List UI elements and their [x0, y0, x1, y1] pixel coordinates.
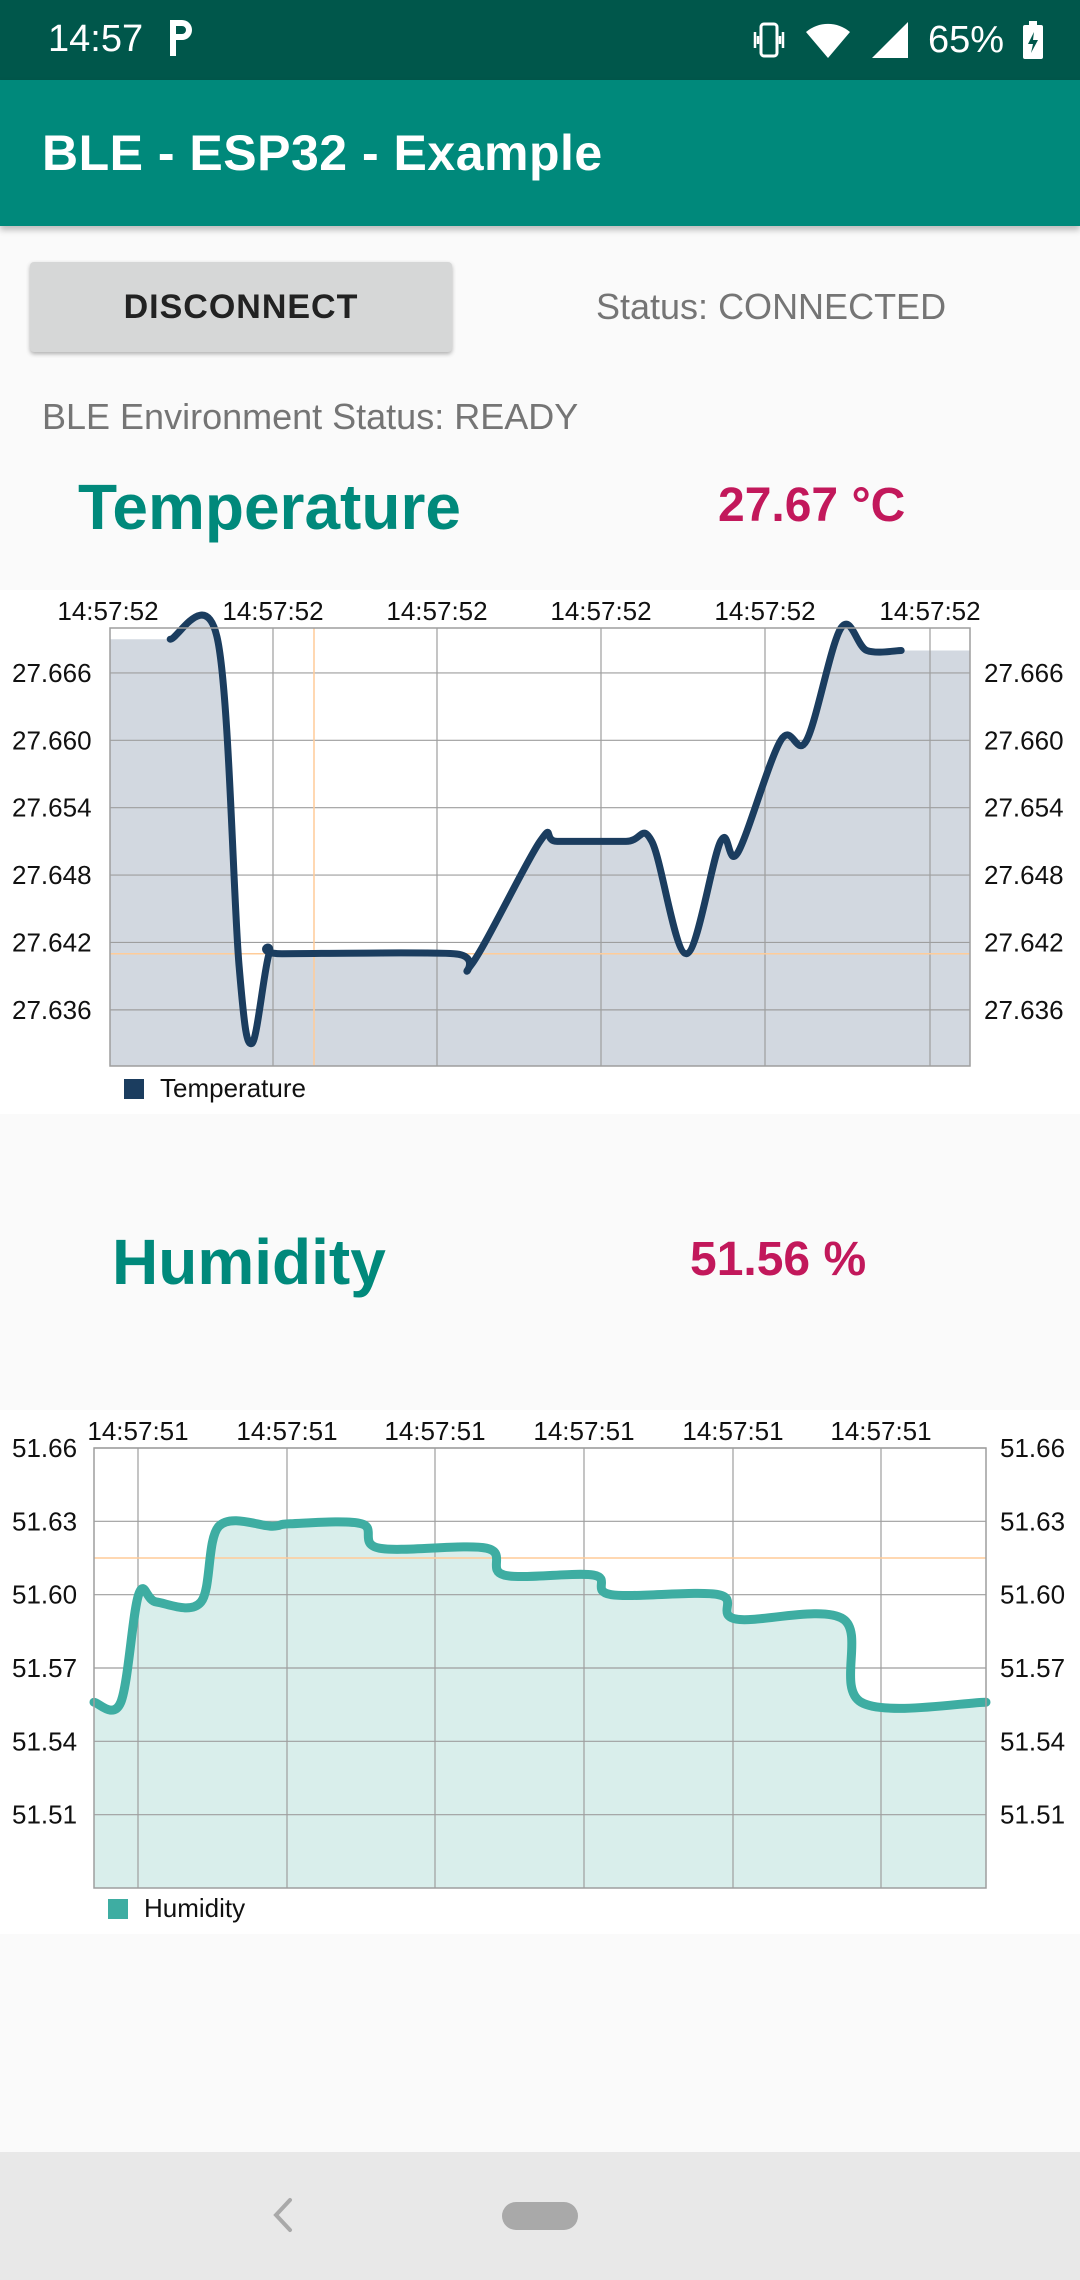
hum-y-tick-label-left: 51.54	[12, 1726, 77, 1756]
hum-x-tick-label: 14:57:51	[830, 1416, 931, 1446]
hum-plot-border	[93, 1447, 987, 1889]
vibrate-icon	[753, 22, 785, 58]
battery-percentage: 65%	[927, 18, 1004, 61]
back-icon[interactable]	[268, 2192, 298, 2238]
temp-y-tick-label-right: 27.660	[984, 725, 1064, 755]
temp-y-tick-label-right: 27.654	[984, 793, 1064, 823]
humidity-value: 51.56 %	[690, 1233, 867, 1286]
hum-x-tick-label: 14:57:51	[533, 1416, 634, 1446]
hum-area-fill	[94, 1520, 986, 1888]
hum-x-tick-label: 14:57:51	[236, 1416, 337, 1446]
temp-y-tick-label-right: 27.666	[984, 658, 1064, 688]
app-bar: BLE - ESP32 - Example	[0, 80, 1080, 226]
temp-legend-label: Temperature	[160, 1073, 306, 1103]
status-time: 14:57	[48, 18, 144, 60]
environment-status: BLE Environment Status: READY	[42, 396, 579, 437]
temperature-chart-panel[interactable]: 14:57:52 14:57:52 14:57:52 14:57:52 14:57:52…	[0, 590, 1080, 1114]
temp-y-tick-label-left: 27.666	[12, 658, 92, 688]
status-bar: 14:57 65%	[0, 0, 1080, 80]
hum-y-tick-label-right: 51.60	[1000, 1580, 1065, 1610]
humidity-chart[interactable]: 14:57:51 14:57:51 14:57:51 14:57:51 14:57:51…	[0, 1410, 1080, 1934]
temperature-title: Temperature	[78, 471, 461, 543]
temp-x-tick-label: 14:57:52	[386, 596, 487, 626]
hum-y-tick-label-left: 51.63	[12, 1506, 77, 1536]
disconnect-button[interactable]: DISCONNECT	[30, 262, 452, 352]
temp-x-tick-label: 14:57:52	[550, 596, 651, 626]
status-icons: 65%	[752, 14, 1044, 66]
temp-x-tick-label: 14:57:52	[57, 596, 158, 626]
hum-x-tick-label: 14:57:51	[87, 1416, 188, 1446]
humidity-title: Humidity	[112, 1226, 386, 1298]
temp-plot-border	[109, 627, 971, 1067]
temp-legend-swatch	[124, 1079, 144, 1099]
app-title: BLE - ESP32 - Example	[42, 125, 603, 181]
home-pill[interactable]	[502, 2202, 578, 2230]
temp-x-tick-label: 14:57:52	[714, 596, 815, 626]
battery-charging-icon	[1023, 21, 1043, 59]
hum-series-line	[89, 1516, 991, 1715]
temp-y-tick-label-right: 27.642	[984, 927, 1064, 957]
hum-legend-swatch	[108, 1899, 128, 1919]
temp-y-tick-label-left: 27.648	[12, 860, 92, 890]
temp-y-tick-label-left: 27.660	[12, 725, 92, 755]
temp-y-tick-label-right: 27.648	[984, 860, 1064, 890]
hum-y-tick-label-left: 51.60	[12, 1580, 77, 1610]
temperature-chart[interactable]: 14:57:52 14:57:52 14:57:52 14:57:52 14:57:52…	[0, 590, 1080, 1114]
temp-y-tick-label-right: 27.636	[984, 995, 1064, 1025]
temp-x-tick-label: 14:57:52	[879, 596, 980, 626]
hum-x-tick-label: 14:57:51	[682, 1416, 783, 1446]
wifi-icon	[805, 23, 850, 58]
hum-y-tick-label-right: 51.51	[1000, 1800, 1065, 1830]
humidity-chart-panel[interactable]: 14:57:51 14:57:51 14:57:51 14:57:51 14:57:51…	[0, 1410, 1080, 1934]
hum-legend-label: Humidity	[144, 1893, 245, 1923]
hum-y-tick-label-right: 51.57	[1000, 1653, 1065, 1683]
temp-series-line	[166, 611, 905, 1048]
connection-status: Status: CONNECTED	[596, 286, 947, 327]
hum-y-tick-label-left: 51.57	[12, 1653, 77, 1683]
hum-y-tick-label-right: 51.54	[1000, 1726, 1065, 1756]
hum-x-tick-label: 14:57:51	[384, 1416, 485, 1446]
temp-y-tick-label-left: 27.636	[12, 995, 92, 1025]
parking-notification-icon	[170, 20, 192, 56]
signal-icon	[871, 22, 908, 58]
hum-y-tick-label-left: 51.66	[12, 1433, 77, 1463]
hum-y-tick-label-right: 51.63	[1000, 1506, 1065, 1536]
temp-y-tick-label-left: 27.642	[12, 927, 92, 957]
hum-y-tick-label-right: 51.66	[1000, 1433, 1065, 1463]
temp-y-tick-label-left: 27.654	[12, 793, 92, 823]
temp-x-tick-label: 14:57:52	[222, 596, 323, 626]
hum-y-tick-label-left: 51.51	[12, 1800, 77, 1830]
navigation-bar	[0, 2152, 1080, 2280]
temperature-value: 27.67 °C	[718, 479, 906, 532]
